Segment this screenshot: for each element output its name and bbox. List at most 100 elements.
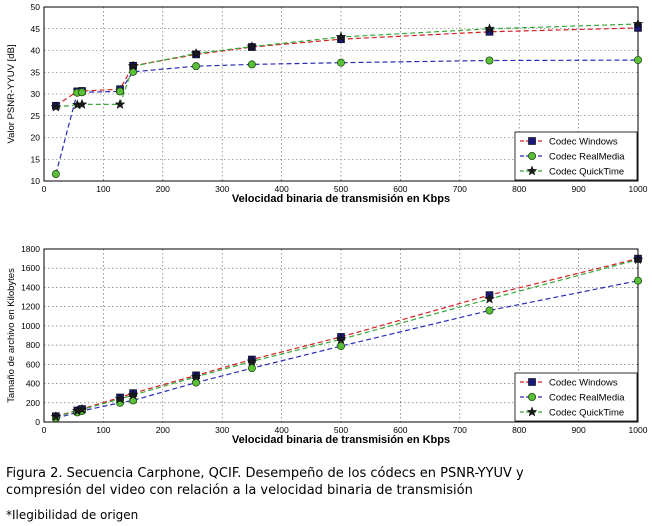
data-point-series-3 [246, 355, 258, 366]
legend-marker [528, 378, 536, 386]
data-point-series-3 [632, 254, 644, 265]
plot-frame [43, 6, 639, 182]
x-tick-label: 600 [393, 425, 407, 435]
y-axis-label: Valor PSNR-YYUV [dB] [6, 44, 17, 143]
x-tick-label: 0 [42, 425, 47, 435]
y-tick-label: 35 [31, 67, 41, 77]
y-tick-label: 1200 [21, 302, 40, 312]
data-point-series-3 [190, 47, 202, 59]
caption-line-2: compresión del video con relación a la v… [6, 483, 473, 498]
data-point-series-2 [485, 306, 494, 315]
y-tick-label: 800 [26, 340, 40, 350]
figure-charts: 0 100 200 300 400 500 600 700 800 900 100010152025… [6, 2, 648, 446]
x-tick-label: 800 [512, 425, 526, 435]
x-tick-label: 0 [42, 184, 47, 194]
data-point-series-2 [336, 342, 345, 351]
x-tick-label: 1000 [629, 184, 648, 194]
data-point-series-3 [335, 333, 347, 344]
x-tick-label: 300 [215, 425, 229, 435]
y-tick-label: 25 [31, 111, 41, 121]
legend: Codec Windows Codec RealMedia Codec QuickT… [514, 372, 638, 422]
series-line-3 [55, 23, 639, 108]
y-tick-label: 45 [31, 24, 41, 34]
x-tick-label: 700 [453, 425, 467, 435]
data-point-series-2 [247, 60, 256, 69]
data-point-series-3 [127, 389, 139, 400]
y-tick-label: 1600 [21, 263, 40, 273]
x-tick-label: 900 [572, 425, 586, 435]
data-point-series-2 [247, 364, 256, 373]
data-point-series-3 [484, 23, 495, 34]
x-tick-label: 500 [334, 184, 348, 194]
legend-label: Codec RealMedia [549, 152, 625, 163]
data-point-series-3 [127, 60, 139, 71]
data-point-series-2 [634, 276, 643, 285]
y-tick-label: 1800 [21, 244, 40, 254]
data-point-series-3 [76, 403, 88, 415]
footnote: *Ilegibilidad de origen [6, 508, 139, 522]
y-tick-label: 50 [31, 2, 41, 12]
legend-label: Codec QuickTime [549, 408, 624, 419]
y-tick-label: 1000 [21, 321, 40, 331]
y-tick-label: 40 [31, 46, 41, 56]
series-line-2 [55, 59, 639, 175]
legend-marker [528, 151, 537, 160]
y-tick-label: 400 [26, 379, 40, 389]
x-tick-label: 800 [512, 184, 526, 194]
x-tick-label: 1000 [629, 425, 648, 435]
legend-label: Codec Windows [549, 378, 618, 389]
y-tick-label: 1400 [21, 282, 40, 292]
x-tick-label: 400 [275, 425, 289, 435]
y-tick-label: 30 [31, 89, 41, 99]
y-tick-label: 20 [31, 133, 41, 143]
x-tick-label: 300 [215, 184, 229, 194]
caption-line-1: Figura 2. Secuencia Carphone, QCIF. Dese… [6, 466, 524, 481]
chart-2: 0 100 200 300 400 500 600 700 800 900 1000 0 200 400 6… [6, 244, 648, 446]
legend-marker [526, 406, 538, 417]
y-tick-label: 600 [26, 359, 40, 369]
legend: Codec Windows Codec RealMedia Codec QuickT… [514, 131, 638, 181]
x-tick-label: 700 [453, 184, 467, 194]
data-point-series-2 [78, 88, 87, 97]
x-tick-label: 200 [156, 425, 170, 435]
data-point-series-2 [51, 170, 60, 179]
x-axis-label: Velocidad binaria de transmisión en Kbps [232, 193, 450, 205]
y-tick-label: 0 [35, 417, 40, 427]
y-tick-label: 15 [31, 154, 41, 164]
legend-label: Codec Windows [549, 137, 618, 148]
x-tick-label: 200 [156, 184, 170, 194]
legend-label: Codec RealMedia [549, 393, 625, 404]
data-point-series-3 [114, 393, 126, 404]
legend-marker [528, 137, 536, 145]
data-point-series-3 [114, 98, 126, 109]
figure-caption: Figura 2. Secuencia Carphone, QCIF. Dese… [6, 465, 646, 499]
x-tick-label: 600 [393, 184, 407, 194]
data-point-series-2 [485, 56, 494, 65]
data-point-series-2 [116, 87, 125, 96]
y-tick-label: 200 [26, 398, 40, 408]
legend-marker [528, 392, 537, 401]
data-point-series-3 [335, 31, 347, 42]
data-point-series-2 [192, 62, 201, 71]
data-point-series-3 [484, 293, 495, 304]
data-point-series-2 [336, 58, 345, 67]
data-point-series-3 [76, 98, 88, 109]
x-tick-label: 500 [334, 425, 348, 435]
chart-1: 0 100 200 300 400 500 600 700 800 900 1000 10 15 20 25… [6, 2, 648, 205]
legend-label: Codec QuickTime [549, 167, 624, 178]
plot-frame [43, 248, 639, 423]
y-tick-label: 10 [31, 176, 41, 186]
x-tick-label: 100 [96, 425, 110, 435]
x-tick-label: 100 [96, 184, 110, 194]
legend-marker [526, 165, 538, 176]
x-tick-label: 900 [572, 184, 586, 194]
x-tick-label: 400 [275, 184, 289, 194]
data-point-series-3 [190, 371, 202, 382]
data-point-series-3 [50, 101, 62, 112]
y-axis-label: Tamaño de archivo en Kilobytes [6, 268, 17, 403]
data-point-series-2 [634, 56, 643, 65]
data-point-series-3 [246, 41, 258, 52]
x-axis-label: Velocidad binaria de transmisión en Kbps [232, 434, 450, 446]
data-point-series-3 [632, 18, 644, 29]
data-point-series-3 [50, 411, 62, 422]
